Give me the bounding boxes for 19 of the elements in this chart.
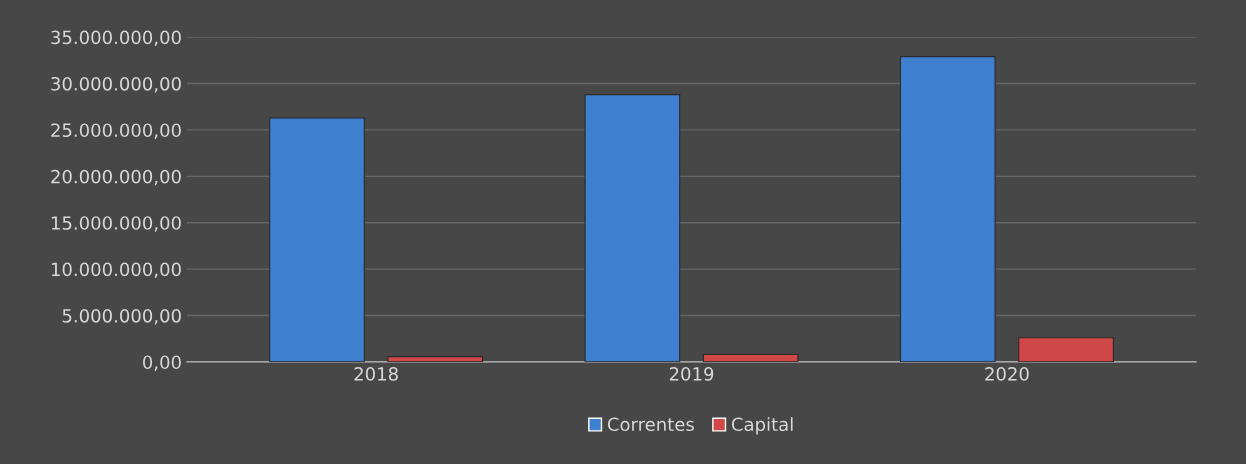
legend-label: Correntes: [607, 417, 694, 432]
y-tick-label: 30.000.000,00: [51, 76, 181, 93]
x-tick-label: 2019: [669, 367, 714, 381]
y-tick-label: 35.000.000,00: [51, 30, 181, 47]
bar: [899, 56, 996, 362]
x-tick-label: 2020: [985, 367, 1029, 381]
bar: [584, 94, 681, 362]
y-tick-label: 10.000.000,00: [51, 262, 181, 279]
y-tick-label: 0,00: [143, 355, 181, 371]
bar: [387, 356, 484, 362]
legend-label: Capital: [731, 417, 793, 435]
y-tick-label: 25.000.000,00: [51, 123, 181, 139]
x-tick-label: 2018: [354, 367, 398, 381]
bar: [269, 117, 365, 362]
bar: [1018, 337, 1114, 362]
y-tick-label: 15.000.000,00: [51, 216, 181, 232]
y-tick-label: 5.000.000,00: [62, 308, 181, 325]
bar: [702, 353, 799, 362]
y-tick-label: 20.000.000,00: [51, 169, 181, 186]
